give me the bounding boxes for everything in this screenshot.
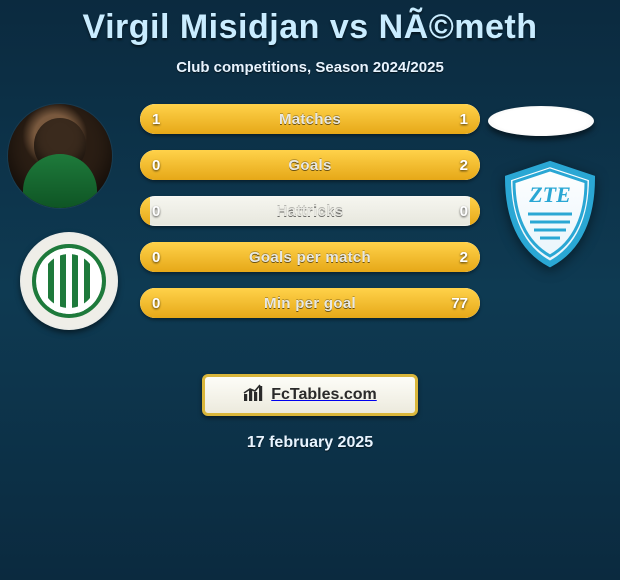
stat-fill-right [150,242,480,272]
stat-fill-right [150,150,480,180]
player1-photo [8,104,112,208]
stat-row-goals: 0 Goals 2 [140,150,480,180]
fctables-badge[interactable]: FcTables.com [202,374,418,416]
stat-row-goals-per-match: 0 Goals per match 2 [140,242,480,272]
stat-fill-right [470,196,480,226]
fctables-label: FcTables.com [271,386,377,404]
stat-right-value: 2 [460,242,468,272]
stat-fill-right [150,288,480,318]
stat-left-value: 0 [152,196,160,226]
stat-fill-left [140,196,150,226]
club2-crest: ZTE [500,160,600,268]
stat-bars: 1 Matches 1 0 Goals 2 0 Hattricks 0 0 Go… [140,104,480,334]
stat-row-matches: 1 Matches 1 [140,104,480,134]
stat-right-value: 1 [460,104,468,134]
stat-fill-right [310,104,480,134]
club1-crest-stripes [32,244,106,318]
stat-fill-left [140,288,150,318]
stat-right-value: 0 [460,196,468,226]
chart-icon [243,384,265,407]
stat-right-value: 77 [451,288,468,318]
stat-right-value: 2 [460,150,468,180]
stat-fill-left [140,242,150,272]
comparison-panel: ZTE 1 Matches 1 0 Goals 2 [0,104,620,354]
stat-row-hattricks: 0 Hattricks 0 [140,196,480,226]
stat-left-value: 0 [152,150,160,180]
stat-row-min-per-goal: 0 Min per goal 77 [140,288,480,318]
stat-label: Hattricks [140,196,480,226]
stat-fill-left [140,104,310,134]
player2-photo-placeholder [488,106,594,136]
stat-left-value: 0 [152,288,160,318]
club1-crest [20,232,118,330]
subtitle: Club competitions, Season 2024/2025 [0,59,620,76]
page-title: Virgil Misidjan vs NÃ©meth [0,0,620,47]
stat-left-value: 0 [152,242,160,272]
date-label: 17 february 2025 [0,434,620,452]
stat-fill-left [140,150,150,180]
stat-left-value: 1 [152,104,160,134]
svg-text:ZTE: ZTE [528,182,571,207]
